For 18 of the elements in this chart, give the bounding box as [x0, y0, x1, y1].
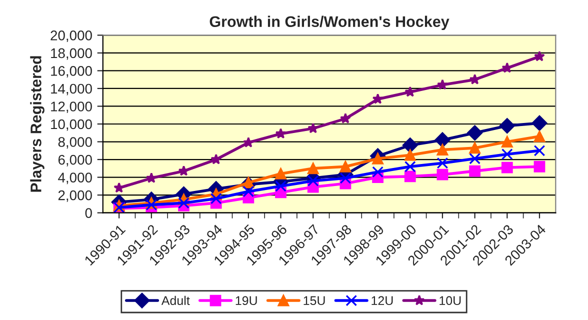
- y-tick-label: 8,000: [58, 137, 92, 149]
- y-tick-label: 2,000: [58, 190, 92, 202]
- legend-label: Adult: [161, 296, 190, 306]
- legend-label: 19U: [236, 296, 257, 306]
- legend-label: 12U: [372, 296, 393, 306]
- chart-title: Growth in Girls/Women's Hockey: [210, 16, 450, 30]
- y-tick-label: 10,000: [51, 119, 92, 131]
- y-tick-label: 4,000: [58, 172, 92, 184]
- y-tick-label: 18,000: [51, 48, 92, 60]
- y-tick-label: 6,000: [58, 154, 92, 166]
- legend-label: 10U: [440, 296, 461, 306]
- legend-label: 15U: [304, 296, 325, 306]
- y-tick-label: 12,000: [51, 102, 92, 114]
- y-tick-label: 0: [85, 208, 92, 218]
- y-tick-label: 14,000: [51, 84, 92, 96]
- y-tick-label: 16,000: [51, 66, 92, 78]
- y-axis-title: Players Registered: [30, 56, 44, 192]
- y-tick-label: 20,000: [50, 30, 92, 42]
